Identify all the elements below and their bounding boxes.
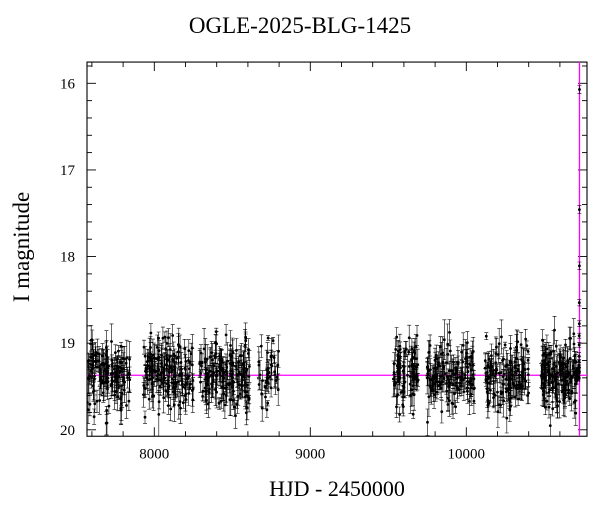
svg-text:20: 20 [60,423,75,439]
svg-text:19: 19 [60,336,75,352]
svg-text:9000: 9000 [295,446,325,462]
svg-text:10000: 10000 [448,446,486,462]
svg-text:8000: 8000 [139,446,169,462]
svg-text:18: 18 [60,250,75,266]
svg-text:16: 16 [60,76,76,92]
svg-text:17: 17 [60,163,76,179]
